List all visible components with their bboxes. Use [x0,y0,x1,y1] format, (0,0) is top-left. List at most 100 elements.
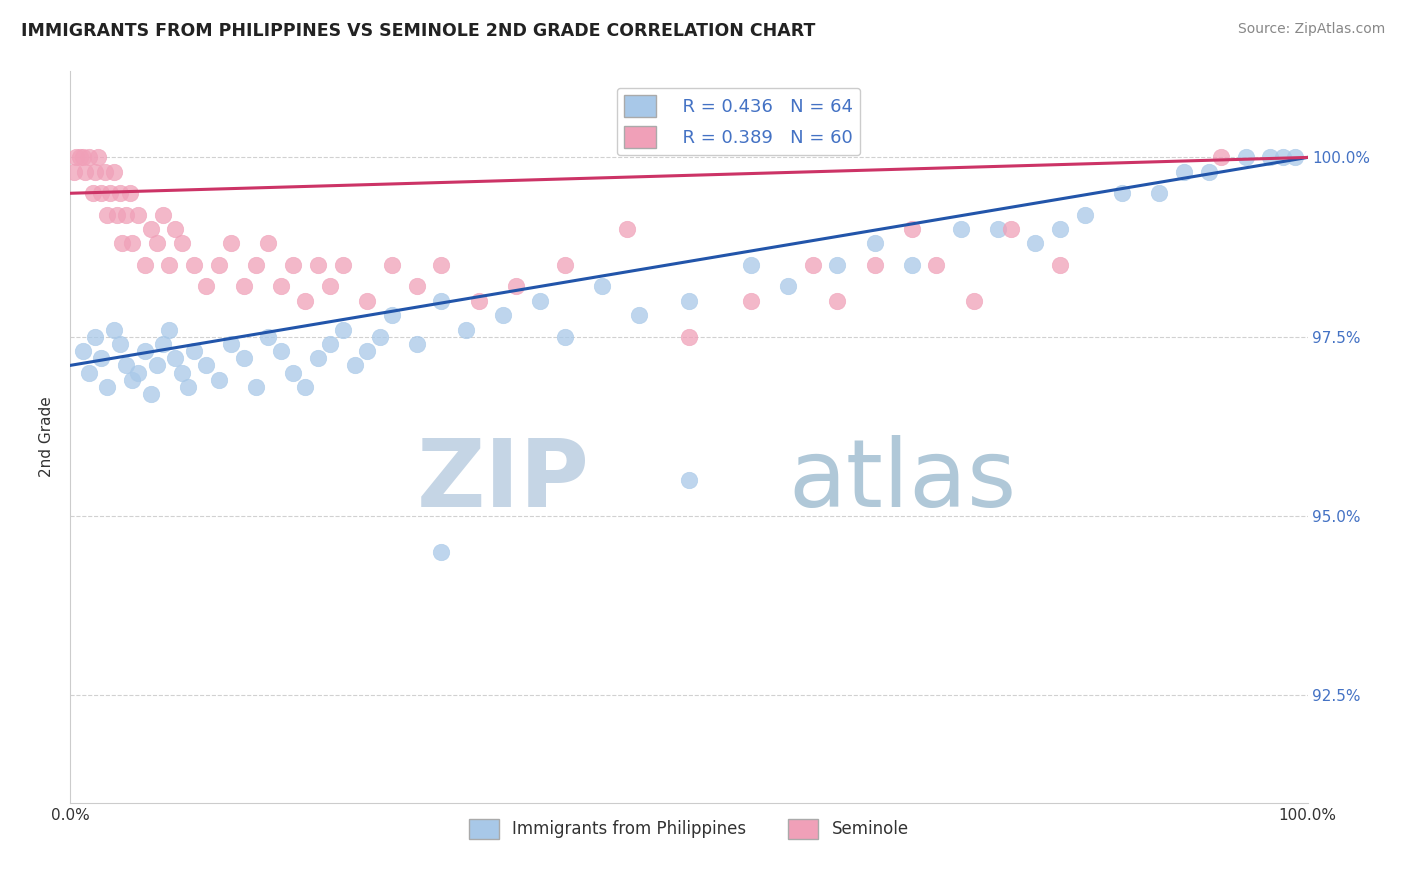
Point [405,336,427,351]
Legend: Immigrants from Philippines, Seminole: Immigrants from Philippines, Seminole [463,812,915,846]
Point [863,258,886,272]
Point [307,258,329,272]
Point [134,258,156,272]
Point [492,308,515,322]
Point [219,236,242,251]
Point [1024,236,1046,251]
Point [925,258,948,272]
Point [96,208,118,222]
Point [103,165,125,179]
Point [90,186,112,201]
Point [678,293,700,308]
Point [139,387,162,401]
Point [554,329,576,343]
Point [72,150,94,164]
Point [157,322,180,336]
Point [332,258,354,272]
Point [1147,186,1170,201]
Point [157,258,180,272]
Point [115,208,138,222]
Point [987,222,1010,236]
Point [96,380,118,394]
Point [356,344,378,359]
Point [281,258,304,272]
Point [1271,150,1294,164]
Point [195,279,218,293]
Point [72,344,94,359]
Point [121,373,143,387]
Point [678,329,700,343]
Point [740,258,762,272]
Point [307,351,329,366]
Point [103,322,125,336]
Point [467,293,489,308]
Point [84,165,107,179]
Point [77,150,100,164]
Point [86,150,108,164]
Y-axis label: 2nd Grade: 2nd Grade [39,397,55,477]
Point [827,258,849,272]
Point [776,279,799,293]
Point [740,293,762,308]
Point [94,165,117,179]
Point [77,366,100,380]
Point [111,236,134,251]
Point [152,208,174,222]
Point [628,308,651,322]
Point [134,344,156,359]
Point [381,258,404,272]
Point [456,322,478,336]
Point [82,186,104,201]
Point [127,366,149,380]
Point [1049,258,1071,272]
Point [1049,222,1071,236]
Point [1284,150,1306,164]
Point [529,293,551,308]
Point [294,380,316,394]
Point [170,366,193,380]
Point [319,279,342,293]
Point [368,329,391,343]
Point [1074,208,1097,222]
Point [108,336,131,351]
Point [554,258,576,272]
Point [146,359,169,373]
Point [170,236,193,251]
Point [177,380,200,394]
Point [801,258,824,272]
Point [63,165,86,179]
Point [165,222,187,236]
Point [232,279,254,293]
Point [1209,150,1232,164]
Point [98,186,121,201]
Point [1111,186,1133,201]
Point [1260,150,1282,164]
Point [356,293,378,308]
Point [343,359,366,373]
Point [208,373,231,387]
Point [146,236,169,251]
Point [127,208,149,222]
Point [827,293,849,308]
Point [950,222,973,236]
Point [257,236,280,251]
Point [430,545,453,559]
Point [900,222,922,236]
Point [678,473,700,487]
Point [1173,165,1195,179]
Point [270,279,292,293]
Point [332,322,354,336]
Point [245,258,267,272]
Point [75,165,97,179]
Point [121,236,143,251]
Point [405,279,427,293]
Point [90,351,112,366]
Point [195,359,218,373]
Point [430,293,453,308]
Text: IMMIGRANTS FROM PHILIPPINES VS SEMINOLE 2ND GRADE CORRELATION CHART: IMMIGRANTS FROM PHILIPPINES VS SEMINOLE … [21,22,815,40]
Point [1198,165,1220,179]
Point [232,351,254,366]
Text: atlas: atlas [787,435,1017,527]
Point [591,279,613,293]
Point [1000,222,1022,236]
